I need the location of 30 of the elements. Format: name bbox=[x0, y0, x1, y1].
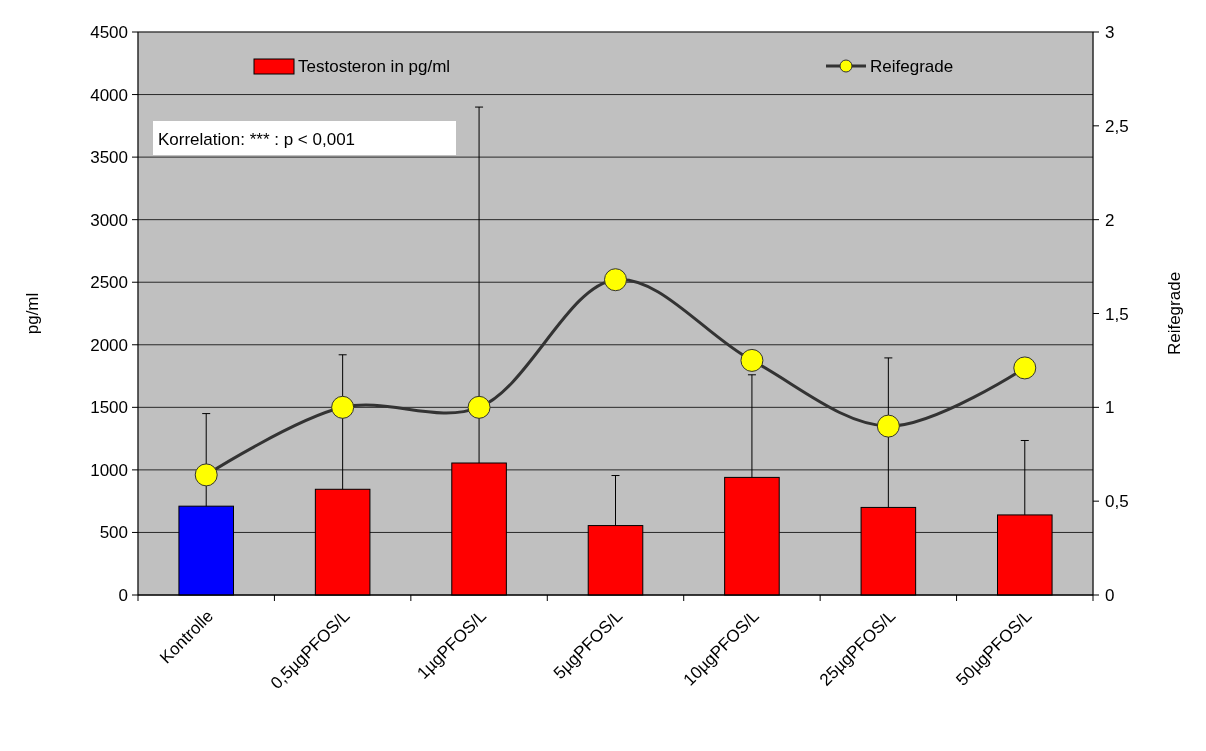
y-tick-label: 3000 bbox=[90, 210, 128, 230]
legend-label: Testosteron in pg/ml bbox=[298, 57, 451, 76]
y2-tick-label: 0,5 bbox=[1105, 492, 1129, 512]
point bbox=[1013, 356, 1037, 380]
point bbox=[467, 395, 491, 419]
point bbox=[331, 395, 355, 419]
y2-tick-label: 1 bbox=[1105, 398, 1115, 418]
y-tick-label: 4500 bbox=[90, 23, 128, 42]
point bbox=[876, 414, 900, 438]
y-tick-label: 1000 bbox=[90, 460, 128, 480]
y2-tick-label: 3 bbox=[1105, 23, 1115, 42]
y-tick-label: 2500 bbox=[90, 273, 128, 293]
y-tick-label: 500 bbox=[99, 523, 128, 543]
y2-tick-label: 0 bbox=[1105, 586, 1115, 605]
y2-axis-title: Reifegrade bbox=[1165, 271, 1184, 356]
y2-tick-label: 2,5 bbox=[1105, 116, 1129, 136]
y-tick-label: 2000 bbox=[90, 335, 128, 355]
note-box: Korrelation: *** : p < 0,001 bbox=[153, 121, 456, 155]
y2-tick-label: 1,5 bbox=[1105, 304, 1129, 324]
legend-label: Reifegrade bbox=[870, 57, 954, 76]
y2-tick-label: 2 bbox=[1105, 210, 1115, 230]
point bbox=[194, 463, 218, 487]
y-axis-title: pg/ml bbox=[23, 292, 42, 335]
y-tick-label: 1500 bbox=[90, 398, 128, 418]
y-tick-label: 4000 bbox=[90, 85, 128, 105]
y-tick-label: 3500 bbox=[90, 148, 128, 168]
point bbox=[740, 348, 764, 372]
annotation: Korrelation: *** : p < 0,001 bbox=[158, 130, 356, 149]
point bbox=[604, 268, 627, 292]
y-tick-label: 0 bbox=[118, 586, 128, 605]
